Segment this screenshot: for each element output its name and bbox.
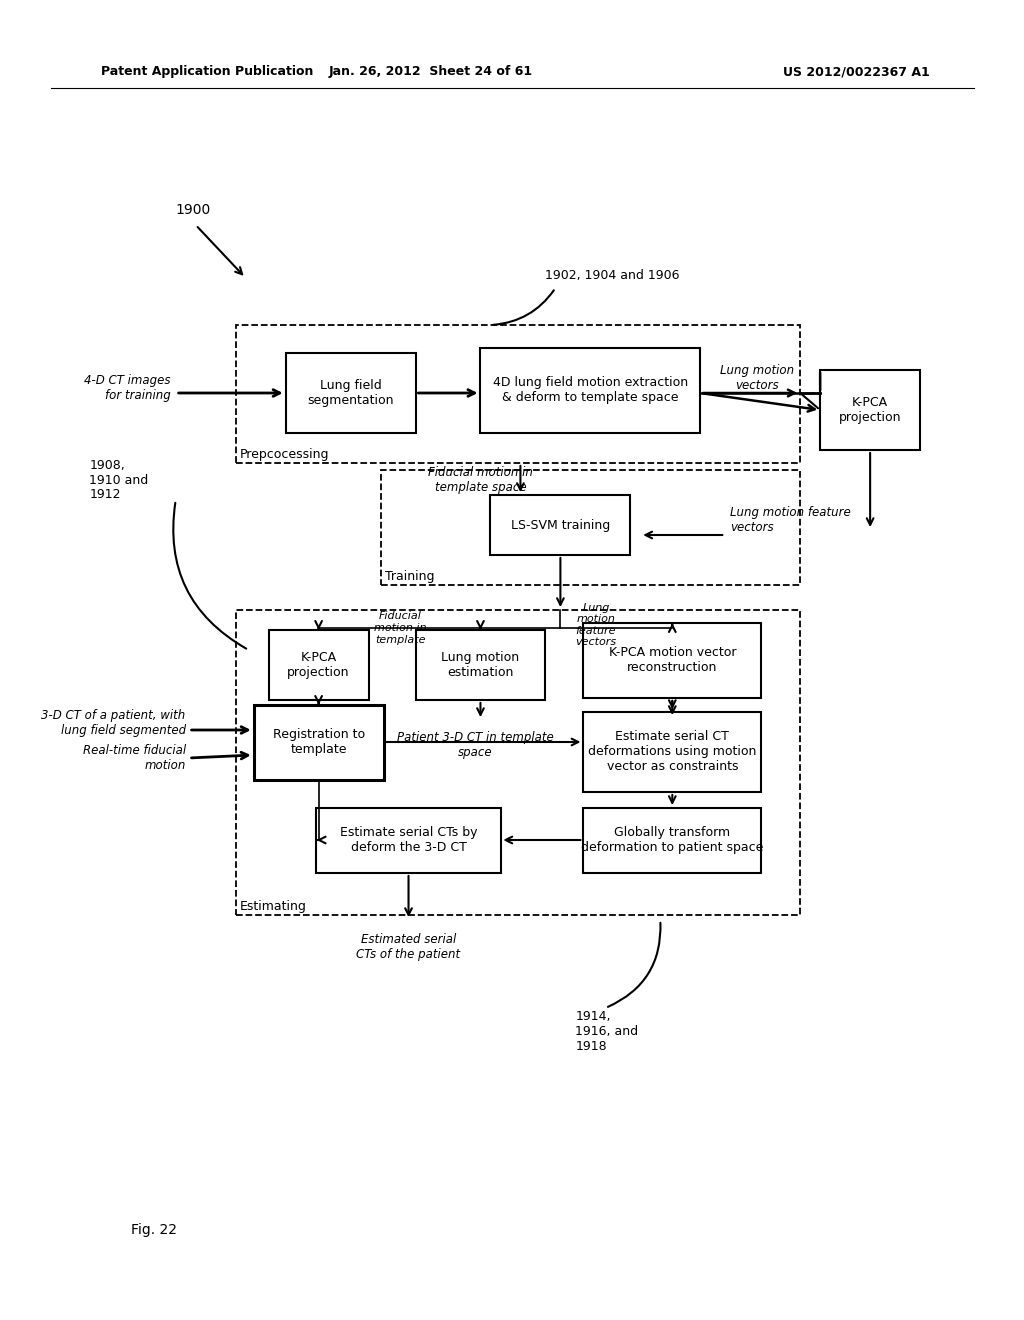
Text: 4-D CT images
for training: 4-D CT images for training: [84, 374, 171, 403]
Text: Lung field
segmentation: Lung field segmentation: [307, 379, 394, 407]
Text: Globally transform
deformation to patient space: Globally transform deformation to patien…: [581, 826, 764, 854]
Text: Jan. 26, 2012  Sheet 24 of 61: Jan. 26, 2012 Sheet 24 of 61: [329, 66, 532, 78]
Text: Estimating: Estimating: [240, 900, 306, 913]
Bar: [236, 610, 800, 915]
Text: Lung
motion
feature
vectors: Lung motion feature vectors: [575, 603, 616, 647]
Text: Lung motion
estimation: Lung motion estimation: [441, 651, 519, 678]
Bar: [254, 705, 384, 780]
Bar: [236, 325, 800, 463]
Text: 3-D CT of a patient, with
lung field segmented: 3-D CT of a patient, with lung field seg…: [41, 709, 185, 737]
Text: 1902, 1904 and 1906: 1902, 1904 and 1906: [546, 268, 680, 281]
Text: K-PCA motion vector
reconstruction: K-PCA motion vector reconstruction: [608, 645, 736, 675]
Text: 1908,
1910 and
1912: 1908, 1910 and 1912: [89, 458, 148, 502]
Text: Real-time fiducial
motion: Real-time fiducial motion: [83, 744, 185, 772]
Text: Fig. 22: Fig. 22: [131, 1224, 177, 1237]
Bar: [416, 630, 546, 700]
Text: Prepcocessing: Prepcocessing: [240, 447, 329, 461]
Text: 4D lung field motion extraction
& deform to template space: 4D lung field motion extraction & deform…: [493, 376, 688, 404]
Text: 1914,
1916, and
1918: 1914, 1916, and 1918: [575, 1010, 639, 1053]
Bar: [268, 630, 369, 700]
Text: Registration to
template: Registration to template: [272, 729, 365, 756]
Text: Patient 3-D CT in template
space: Patient 3-D CT in template space: [397, 731, 554, 759]
Text: Lung motion feature
vectors: Lung motion feature vectors: [730, 506, 851, 535]
Text: Lung motion
vectors: Lung motion vectors: [720, 364, 795, 392]
Bar: [490, 495, 631, 554]
Text: LS-SVM training: LS-SVM training: [511, 519, 610, 532]
Bar: [820, 370, 921, 450]
Text: Training: Training: [385, 570, 434, 583]
Text: K-PCA
projection: K-PCA projection: [839, 396, 901, 424]
Bar: [316, 808, 501, 873]
Text: K-PCA
projection: K-PCA projection: [288, 651, 350, 678]
Text: Fiducial motion in
template space: Fiducial motion in template space: [428, 466, 532, 494]
Text: Patent Application Publication: Patent Application Publication: [100, 66, 313, 78]
Text: Estimate serial CTs by
deform the 3-D CT: Estimate serial CTs by deform the 3-D CT: [340, 826, 477, 854]
Bar: [584, 623, 761, 697]
Text: 1900: 1900: [176, 203, 211, 216]
Text: US 2012/0022367 A1: US 2012/0022367 A1: [783, 66, 930, 78]
Bar: [286, 352, 416, 433]
Text: Estimated serial
CTs of the patient: Estimated serial CTs of the patient: [356, 933, 461, 961]
Text: Estimate serial CT
deformations using motion
vector as constraints: Estimate serial CT deformations using mo…: [588, 730, 757, 774]
Text: Fiducial
motion in
template: Fiducial motion in template: [375, 611, 427, 644]
Bar: [381, 470, 800, 585]
Bar: [480, 347, 700, 433]
Bar: [584, 711, 761, 792]
Bar: [584, 808, 761, 873]
